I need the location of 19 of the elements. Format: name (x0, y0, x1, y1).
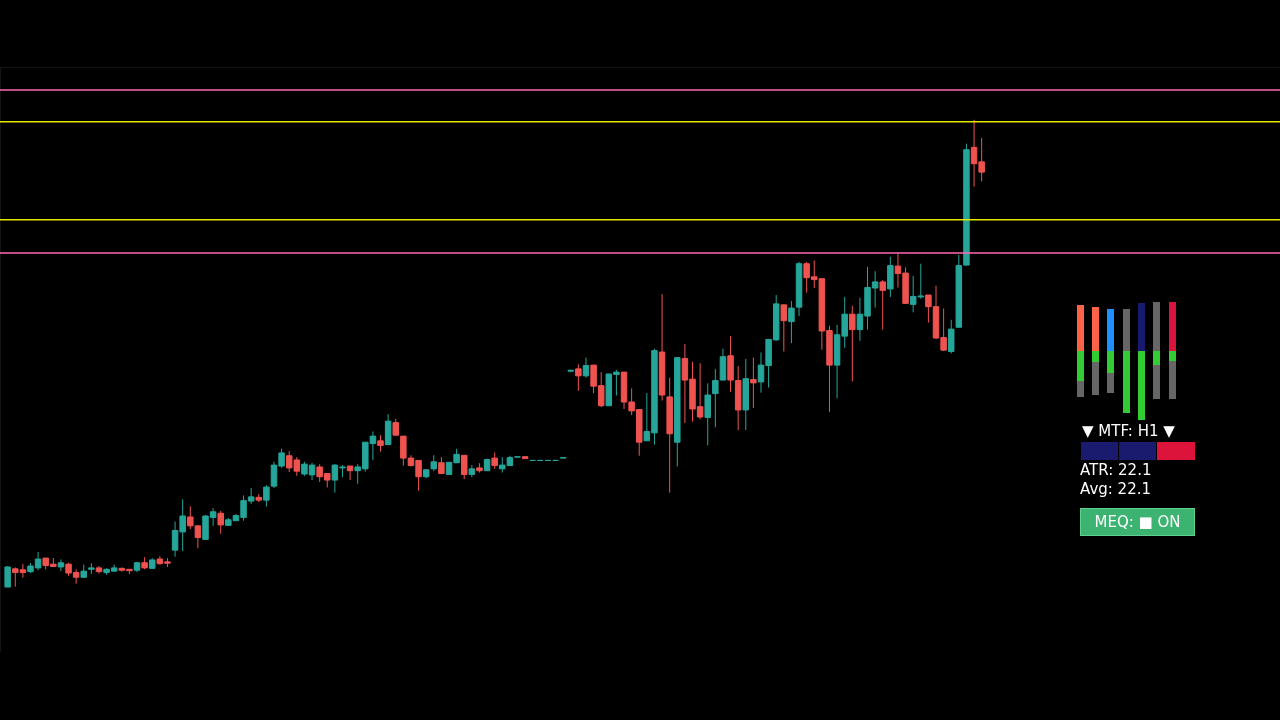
text: ▼ MTF: H1 ▼ (1082, 422, 1175, 440)
candlestick (575, 363, 582, 392)
candlestick (849, 305, 856, 382)
text: Avg: 22.1 (1080, 480, 1152, 498)
candlestick (879, 279, 886, 331)
candlestick (750, 357, 757, 409)
candlestick (4, 565, 11, 588)
candlestick (780, 304, 788, 353)
candlestick (947, 319, 955, 354)
candlestick (460, 454, 468, 480)
candlestick (346, 465, 354, 481)
candlestick (57, 558, 65, 572)
text: ATR: 22.1 (1080, 461, 1152, 479)
candlestick (582, 357, 590, 379)
candlestick (704, 382, 711, 446)
candlestick (384, 413, 392, 446)
toggle-button: MEQ: ■ ON (1080, 508, 1195, 536)
candlestick (887, 256, 894, 298)
candlestick (217, 510, 224, 535)
